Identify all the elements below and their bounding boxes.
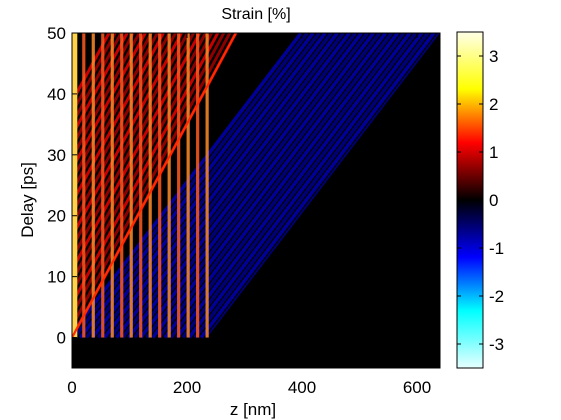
y-tick-label: 30: [47, 146, 66, 165]
colorbar-tick-label: -2: [489, 287, 504, 306]
strained-layer-stripe: [139, 33, 142, 338]
strained-layer-stripe: [130, 33, 133, 338]
y-tick-label: 0: [57, 329, 66, 348]
strained-layer-stripe: [149, 33, 152, 338]
strained-layer-stripes: [71, 33, 208, 338]
strained-layer-stripe: [101, 33, 104, 338]
colorbar: 3 2 1 0 -1 -2 -3: [457, 32, 504, 368]
plot-area: [0, 33, 445, 373]
colorbar-tick-label: -3: [489, 335, 504, 354]
y-tick-label: 40: [47, 85, 66, 104]
heatmap-layer: [0, 33, 445, 373]
colorbar-tick-label: 3: [489, 47, 498, 66]
y-tick-label: 10: [47, 268, 66, 287]
x-tick-label: 200: [173, 378, 201, 397]
colorbar-tick-label: -1: [489, 239, 504, 258]
colorbar-tick-label: 2: [489, 95, 498, 114]
chart-title: Strain [%]: [221, 6, 290, 23]
strained-layer-stripe: [187, 33, 190, 338]
y-tick-label: 20: [47, 207, 66, 226]
strained-layer-stripe: [206, 33, 209, 338]
strained-layer-stripe: [120, 33, 123, 338]
x-tick-label: 600: [403, 378, 431, 397]
strained-layer-stripe: [177, 33, 180, 338]
strained-layer-stripe: [111, 33, 114, 338]
strained-layer-stripe: [196, 33, 199, 338]
colorbar-tick-label: 0: [489, 191, 498, 210]
strained-layer-stripe: [92, 33, 95, 338]
pre-excitation-region: [72, 339, 440, 369]
strained-layer-stripe: [158, 33, 161, 338]
x-tick-label: 0: [67, 378, 76, 397]
y-tick-label: 50: [47, 24, 66, 43]
y-axis-label: Delay [ps]: [18, 162, 37, 238]
x-tick-label: 400: [288, 378, 316, 397]
strained-layer-stripe: [82, 33, 85, 338]
strained-layer-stripe: [168, 33, 171, 338]
x-axis-label: z [nm]: [230, 400, 276, 419]
colorbar-tick-label: 1: [489, 143, 498, 162]
